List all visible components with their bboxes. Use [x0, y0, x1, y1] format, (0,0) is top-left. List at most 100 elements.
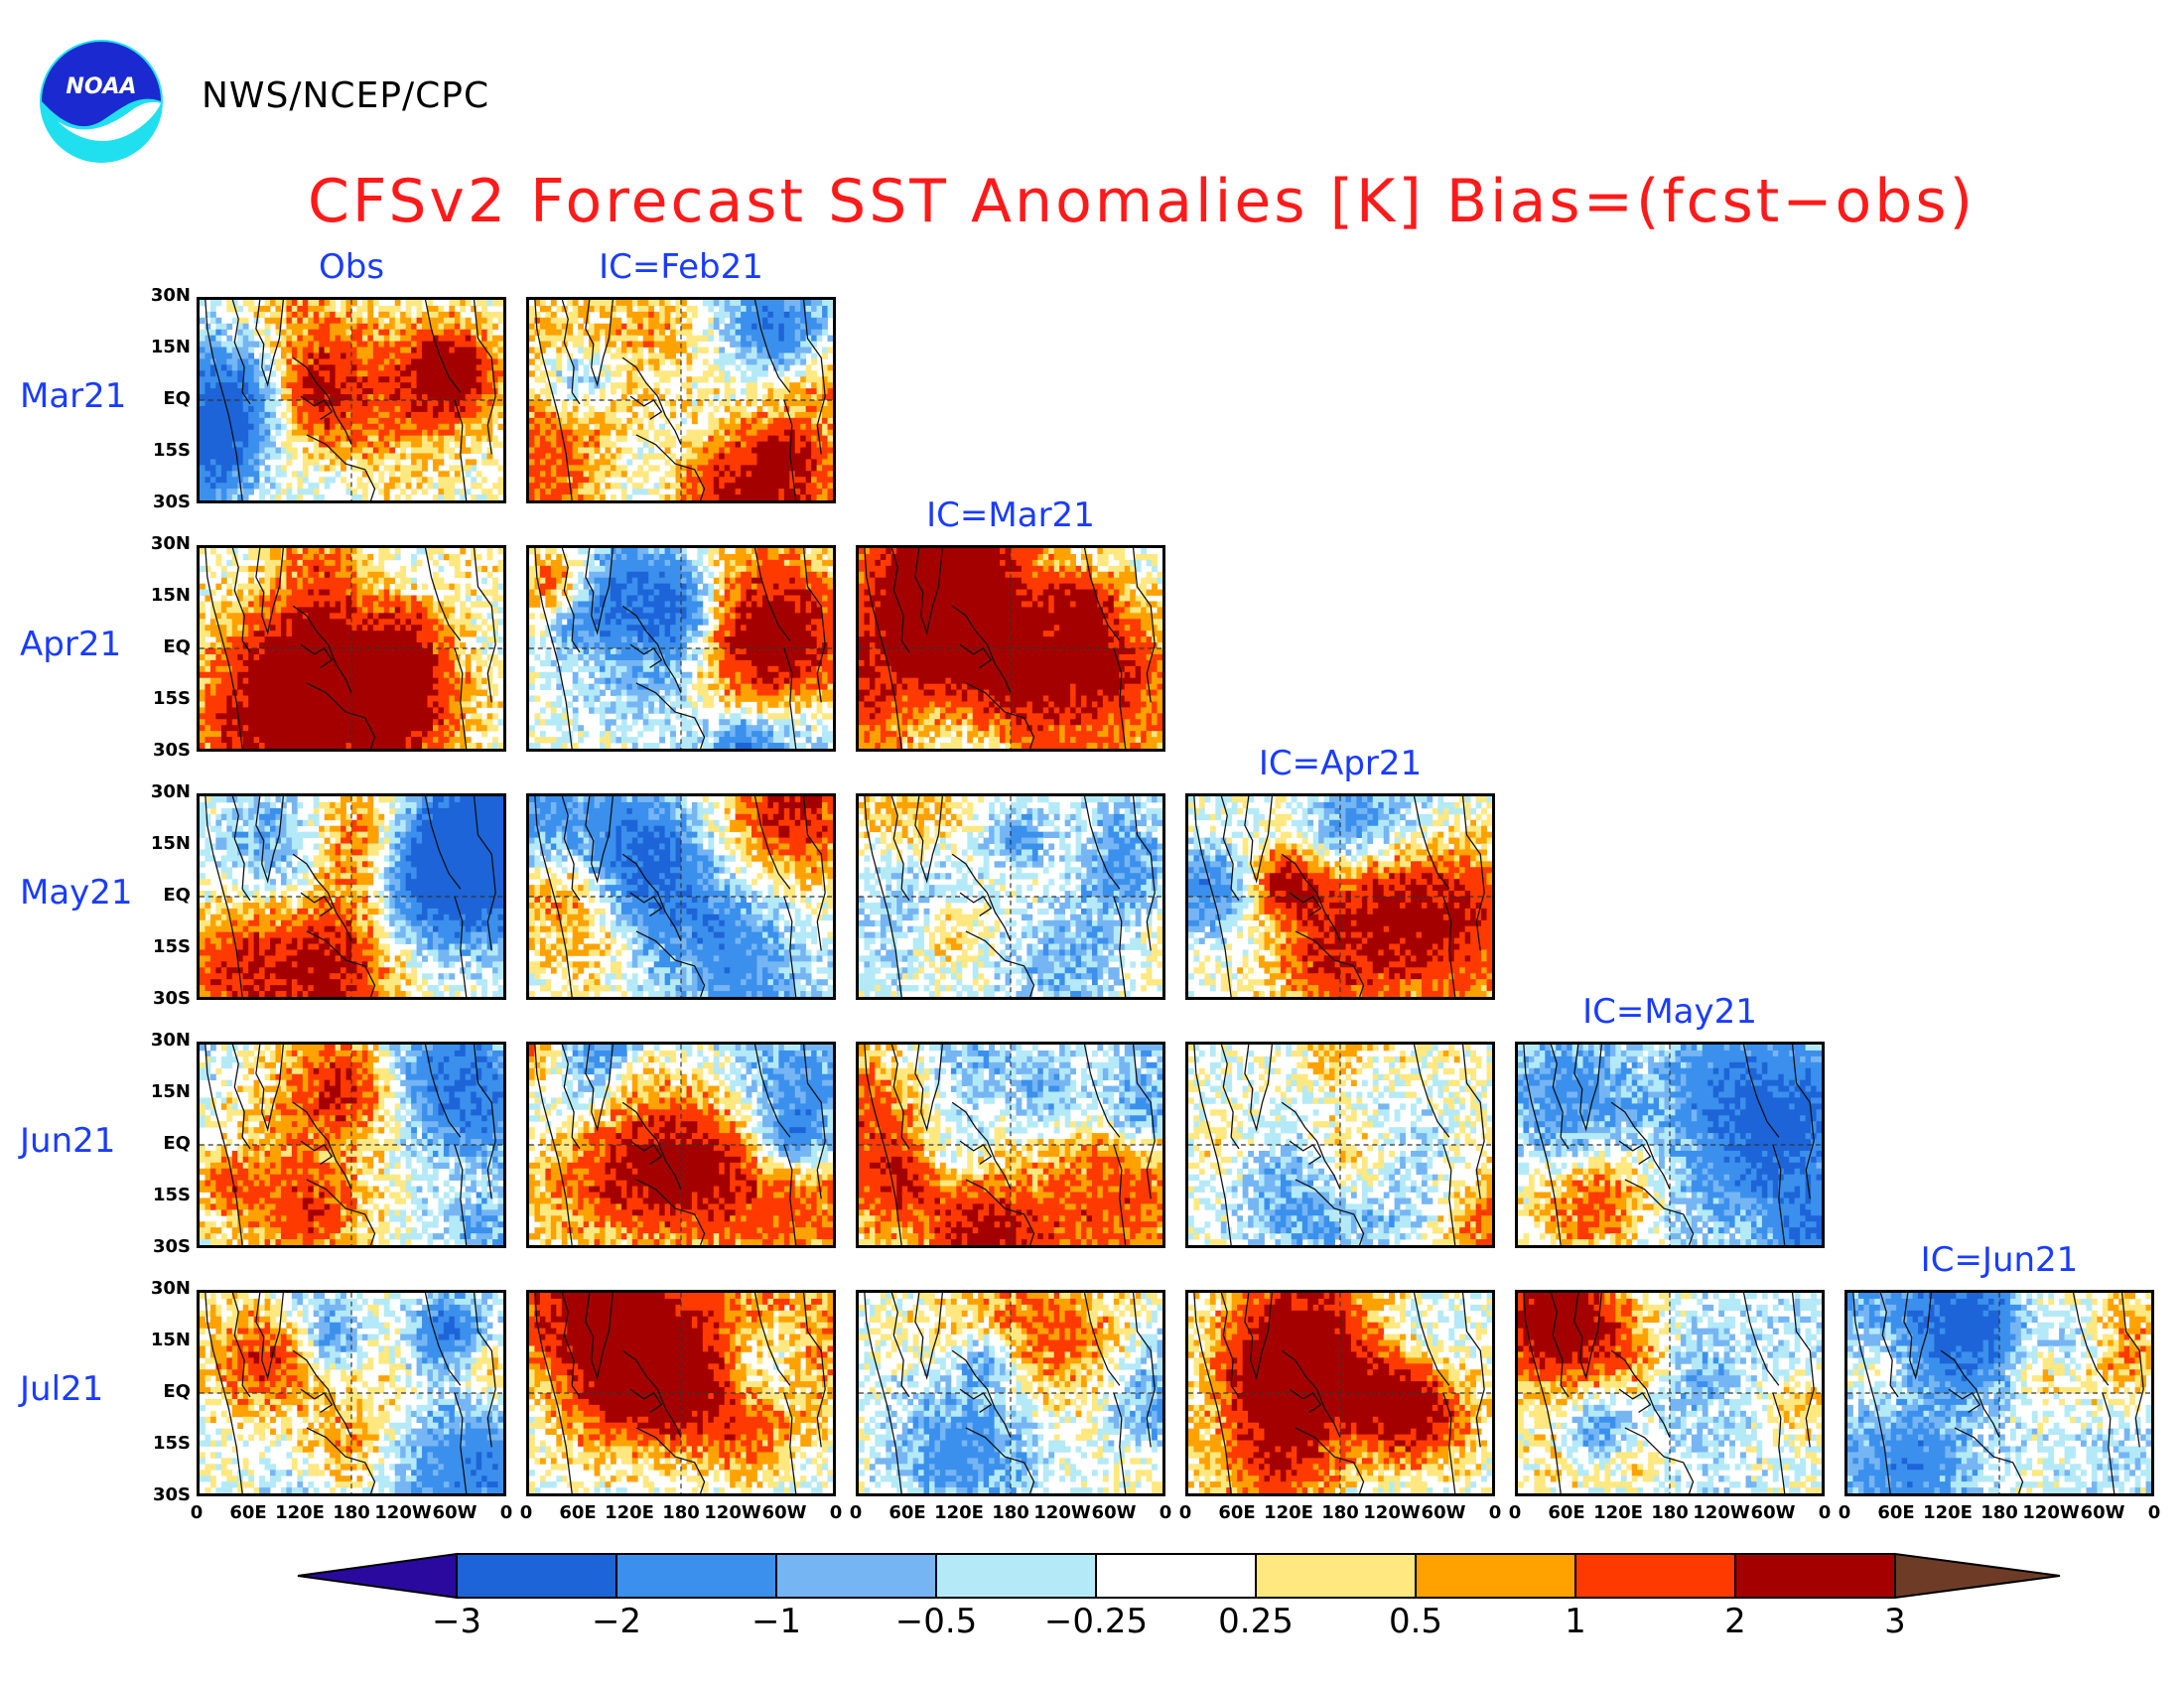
- lon-tick-label: 0: [191, 1502, 204, 1523]
- lon-tick-label: 0: [1509, 1502, 1522, 1523]
- lon-tick-label: 120W: [2022, 1502, 2079, 1523]
- coastline: [473, 548, 496, 703]
- sst-anomaly-map: [859, 548, 1162, 749]
- coastline: [1083, 548, 1121, 641]
- lon-tick-label: 0: [850, 1502, 863, 1523]
- lon-tick-label: 120W: [1693, 1502, 1749, 1523]
- coastline: [1295, 930, 1365, 997]
- coastline: [890, 796, 910, 902]
- row-label: Jun21: [20, 1121, 115, 1161]
- map-panel-Apr21-Obs: [197, 545, 506, 752]
- column-header: IC=May21: [1515, 992, 1825, 1032]
- coastline: [231, 1045, 251, 1150]
- coastline: [635, 682, 706, 749]
- coastline: [424, 548, 462, 641]
- lat-tick-label: 30S: [147, 988, 191, 1009]
- coastline: [629, 1140, 663, 1165]
- sst-anomaly-map: [529, 796, 833, 997]
- coastline: [635, 1179, 706, 1245]
- lon-tick-label: 120E: [605, 1502, 654, 1523]
- sst-anomaly-map: [529, 1293, 833, 1493]
- coastline: [424, 1045, 462, 1138]
- coastline: [231, 548, 251, 653]
- lon-tick-label: 60E: [229, 1502, 266, 1523]
- sst-anomaly-map: [200, 300, 503, 500]
- coastline: [424, 300, 462, 393]
- sst-anomaly-map: [200, 1045, 503, 1245]
- lon-tick-label: 120E: [1923, 1502, 1973, 1523]
- colorbar-tick-label: 0.25: [1218, 1602, 1294, 1641]
- sst-anomaly-map: [859, 1293, 1162, 1493]
- lat-tick-label: EQ: [147, 636, 191, 657]
- coastline: [802, 1045, 826, 1199]
- row-label: Mar21: [20, 376, 126, 416]
- coastline: [914, 1045, 943, 1132]
- coastline: [621, 605, 682, 693]
- coastline: [1742, 1045, 1780, 1138]
- coastline: [1461, 796, 1485, 951]
- lon-tick-label: 120W: [374, 1502, 431, 1523]
- coastline: [454, 647, 468, 749]
- colorbar-segment: [456, 1553, 617, 1599]
- coastline: [561, 1045, 581, 1150]
- lon-tick-label: 180: [662, 1502, 700, 1523]
- sst-anomaly-map: [859, 1045, 1162, 1245]
- sst-anomaly-map: [529, 1045, 833, 1245]
- coastline: [1281, 1101, 1341, 1190]
- colorbar-segment: [935, 1553, 1097, 1599]
- coastline: [424, 1293, 462, 1386]
- coastline: [1791, 1293, 1815, 1448]
- lon-tick-label: 60W: [1422, 1502, 1466, 1523]
- sst-anomaly-map: [200, 796, 503, 997]
- lon-tick-label: 60E: [1548, 1502, 1584, 1523]
- lon-tick-label: 0: [2148, 1502, 2161, 1523]
- coastline: [205, 1293, 243, 1493]
- row-label: May21: [20, 873, 133, 913]
- coastline: [255, 1293, 284, 1380]
- row-label: Jul21: [20, 1369, 103, 1409]
- lon-tick-label: 120E: [1264, 1502, 1313, 1523]
- lon-tick-label: 120E: [1593, 1502, 1643, 1523]
- map-panel-May21-Obs: [197, 793, 506, 1000]
- colorbar-tick-label: −1: [751, 1602, 801, 1641]
- sst-anomaly-map: [1188, 796, 1492, 997]
- lat-tick-label: 15S: [147, 440, 191, 461]
- lon-tick-label: 120E: [934, 1502, 984, 1523]
- coastline: [306, 682, 376, 749]
- coastline: [205, 1045, 243, 1245]
- colorbar-tick-label: 3: [1884, 1602, 1906, 1641]
- coastline: [1573, 1045, 1602, 1132]
- coastline: [635, 434, 706, 500]
- coastline: [1220, 1293, 1240, 1398]
- coastline: [300, 1140, 334, 1165]
- coastline: [1624, 1179, 1695, 1245]
- coastline: [306, 1427, 376, 1493]
- agency-label: NWS/NCEP/CPC: [202, 75, 489, 116]
- coastline: [454, 896, 468, 997]
- coastline: [1083, 1045, 1121, 1138]
- sst-anomaly-map: [200, 548, 503, 749]
- coastline: [959, 1388, 993, 1413]
- coastline: [753, 1293, 791, 1386]
- coastline: [1413, 1045, 1450, 1138]
- coastline: [802, 796, 826, 951]
- coastline: [1193, 1293, 1232, 1493]
- map-panel-Jun21-Obs: [197, 1042, 506, 1248]
- coastline: [454, 1392, 468, 1493]
- colorbar-tick-label: 2: [1724, 1602, 1746, 1641]
- coastline: [1772, 1392, 1786, 1493]
- coastline: [959, 1140, 993, 1165]
- coastline: [802, 548, 826, 703]
- coastline: [783, 399, 797, 500]
- map-panel-Jul21-IC=Jun21: [1844, 1290, 2154, 1496]
- coastline: [1281, 853, 1341, 941]
- column-header: IC=Jun21: [1844, 1240, 2154, 1280]
- coastline: [1442, 1392, 1456, 1493]
- lat-tick-label: 15N: [147, 585, 191, 606]
- coastline: [1113, 896, 1127, 997]
- colorbar-tick-label: 1: [1565, 1602, 1586, 1641]
- coastline: [1573, 1293, 1602, 1380]
- sst-anomaly-map: [1518, 1293, 1822, 1493]
- coastline: [1413, 1293, 1450, 1386]
- coastline: [2102, 1392, 2116, 1493]
